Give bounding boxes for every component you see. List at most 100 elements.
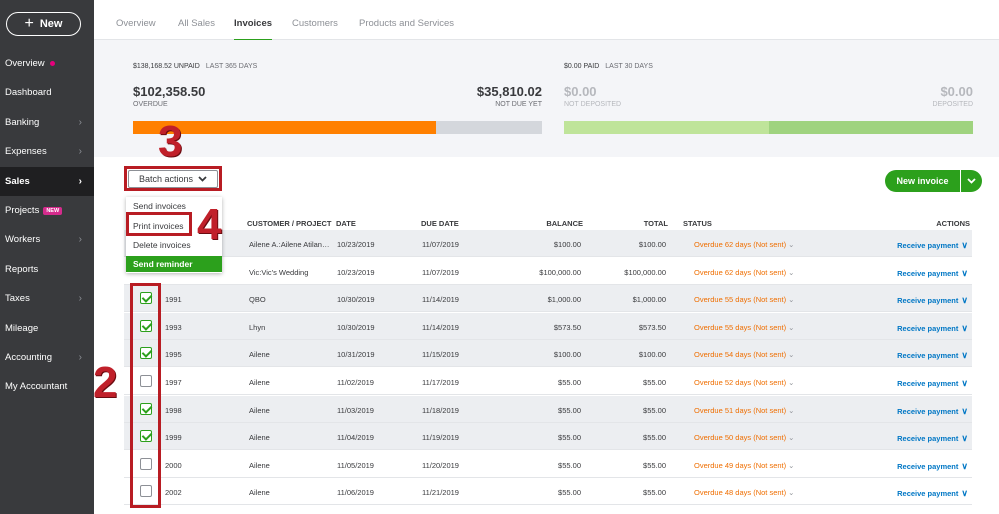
row-checkbox[interactable] [140,457,152,470]
sidebar-item-accounting[interactable]: Accounting › [0,343,94,372]
new-invoice-dropdown-toggle[interactable] [961,176,982,187]
status[interactable]: Overdue 54 days (Not sent) ⌄ [694,350,794,359]
receive-payment-link[interactable]: Receive payment ∨ [897,268,968,279]
status[interactable]: Overdue 55 days (Not sent) ⌄ [694,323,794,332]
chevron-down-icon[interactable]: ∨ [961,488,968,499]
status[interactable]: Overdue 49 days (Not sent) ⌄ [694,461,794,470]
sidebar-item-expenses[interactable]: Expenses › [0,137,94,166]
status[interactable]: Overdue 52 days (Not sent) ⌄ [694,378,794,387]
status-text: Overdue 62 days (Not sent) [694,240,787,249]
deposited-amount[interactable]: $0.00 [940,84,973,99]
status-text: Overdue 54 days (Not sent) [694,350,787,360]
chevron-down-icon: ⌄ [788,488,795,498]
receive-payment-link[interactable]: Receive payment ∨ [897,378,968,389]
chevron-down-icon[interactable]: ∨ [961,405,968,416]
chevron-down-icon[interactable]: ∨ [961,267,968,278]
row-checkbox[interactable] [140,485,152,498]
chevron-down-icon[interactable]: ∨ [961,350,968,361]
header-date[interactable]: DATE [336,219,356,228]
table-row[interactable]: 2000 Ailene 11/05/2019 11/20/2019 $55.00 $55.… [124,451,972,478]
table-row[interactable]: 1995 Ailene 10/31/2019 11/15/2019 $100.00 $10… [124,340,972,368]
header-status[interactable]: STATUS [683,219,712,228]
row-checkbox[interactable] [140,430,152,443]
chevron-down-icon[interactable]: ∨ [961,322,968,333]
receive-payment-link[interactable]: Receive payment ∨ [897,406,968,417]
tab-invoices[interactable]: Invoices [234,18,273,42]
menu-send-invoices[interactable]: Send invoices [133,201,186,211]
overdue-bar[interactable] [133,121,436,134]
receive-payment-link[interactable]: Receive payment ∨ [897,350,968,361]
row-checkbox[interactable] [140,292,152,305]
chevron-down-icon[interactable]: ∨ [961,240,968,250]
chevron-right-icon: › [78,116,82,128]
not-due-amount[interactable]: $35,810.02 [476,84,542,99]
row-checkbox[interactable] [140,319,152,332]
receive-payment-link[interactable]: Receive payment ∨ [897,323,968,334]
not-deposited-amount[interactable]: $0.00 [564,84,597,99]
menu-delete-invoices[interactable]: Delete invoices [133,240,191,250]
sidebar-item-label: Accounting [5,352,53,363]
table-row[interactable]: 1993 Lhyn 10/30/2019 11/14/2019 $573.50 $573.… [124,312,972,340]
sidebar-item-my-accountant[interactable]: My Accountant [0,372,94,401]
table-row[interactable]: 1997 Ailene 11/02/2019 11/17/2019 $55.00 $55.… [124,368,972,395]
receive-payment-link[interactable]: Receive payment ∨ [897,295,968,306]
sidebar-item-projects[interactable]: Projects NEW [0,196,94,225]
header-customer-project[interactable]: CUSTOMER / PROJECT [247,219,332,228]
status[interactable]: Overdue 50 days (Not sent) ⌄ [694,433,794,442]
sidebar-item-sales[interactable]: Sales › [0,166,94,196]
sidebar-item-mileage[interactable]: Mileage [0,314,94,343]
sidebar-item-dashboard[interactable]: Dashboard [0,78,94,107]
chevron-down-icon[interactable]: ∨ [961,295,968,306]
tab-products-and-services[interactable]: Products and Services [359,18,455,29]
receive-payment-link[interactable]: Receive payment ∨ [897,240,968,251]
row-checkbox[interactable] [140,347,152,360]
not-deposited-bar[interactable] [564,121,769,134]
balance: $55.00 [558,488,581,498]
status[interactable]: Overdue 55 days (Not sent) ⌄ [694,295,794,304]
table-row[interactable]: 1998 Ailene 11/03/2019 11/18/2019 $55.00 $55.… [124,395,972,423]
receive-payment-link[interactable]: Receive payment ∨ [897,461,968,472]
sidebar-item-overview[interactable]: Overview [0,49,94,78]
balance: $1,000.00 [547,295,581,305]
total: $55.00 [643,433,666,443]
chevron-down-icon[interactable]: ∨ [961,378,968,388]
new-button[interactable]: + New [6,12,81,36]
chevron-down-icon[interactable]: ∨ [961,433,968,444]
status[interactable]: Overdue 48 days (Not sent) ⌄ [694,488,794,497]
menu-print-invoices[interactable]: Print invoices [133,221,184,231]
table-row[interactable]: Vic:Vic's Wedding 10/23/2019 11/07/2019 $10… [124,258,972,285]
menu-send-reminder[interactable]: Send reminder [126,256,222,272]
new-badge: NEW [43,206,63,215]
status[interactable]: Overdue 62 days (Not sent) ⌄ [694,268,794,277]
invoice-date: 11/04/2019 [337,433,374,443]
table-row[interactable]: 2002 Ailene 11/06/2019 11/21/2019 $55.00 $55.… [124,478,972,506]
row-checkbox[interactable] [140,402,152,415]
tab-all-sales[interactable]: All Sales [178,18,215,29]
deposited-bar[interactable] [769,121,973,134]
receive-payment-link[interactable]: Receive payment ∨ [897,488,968,499]
tab-customers[interactable]: Customers [292,18,338,29]
invoice-date: 10/23/2019 [337,240,375,249]
table-row[interactable]: 1991 QBO 10/30/2019 11/14/2019 $1,000.00 $1,0… [124,285,972,313]
sidebar-item-taxes[interactable]: Taxes › [0,284,94,313]
sidebar-item-banking[interactable]: Banking › [0,108,94,137]
table-row[interactable]: Ailene A.:Ailene Atilan… 10/23/2019 11/07/… [124,230,972,257]
status[interactable]: Overdue 62 days (Not sent) ⌄ [694,240,794,249]
receive-payment-link[interactable]: Receive payment ∨ [897,433,968,444]
batch-actions-button[interactable]: Batch actions [128,170,218,188]
header-total[interactable]: TOTAL [643,219,668,228]
tab-overview[interactable]: Overview [116,18,156,29]
customer-project: Ailene [249,460,270,470]
chevron-down-icon[interactable]: ∨ [961,460,968,471]
sidebar-item-workers[interactable]: Workers › [0,225,94,254]
invoice-summary-panel: $138,168.52 UNPAID LAST 365 DAYS $102,358… [94,40,999,157]
sidebar-item-reports[interactable]: Reports [0,255,94,284]
table-row[interactable]: 1999 Ailene 11/04/2019 11/19/2019 $55.00 $55.… [124,423,972,451]
overdue-amount[interactable]: $102,358.50 [133,84,206,99]
status[interactable]: Overdue 51 days (Not sent) ⌄ [694,406,794,415]
row-checkbox[interactable] [140,375,152,387]
header-balance[interactable]: BALANCE [546,219,583,228]
header-due-date[interactable]: DUE DATE [421,219,459,228]
new-invoice-button[interactable]: New invoice [885,170,982,192]
not-due-bar[interactable] [436,121,542,134]
